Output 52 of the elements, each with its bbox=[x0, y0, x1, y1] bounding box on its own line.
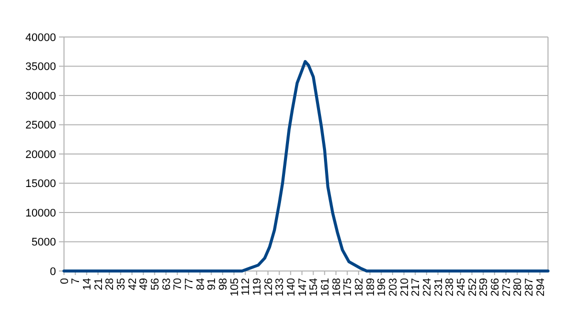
x-tick-label: 280 bbox=[512, 278, 524, 296]
x-tick-label: 231 bbox=[432, 278, 445, 296]
x-tick-label: 42 bbox=[126, 278, 139, 290]
x-tick-label: 91 bbox=[206, 278, 218, 290]
x-tick-label: 7 bbox=[70, 278, 82, 284]
x-tick-label: 14 bbox=[82, 278, 94, 290]
x-tick-label: 168 bbox=[330, 278, 343, 296]
y-tick-label: 20000 bbox=[25, 148, 56, 161]
x-tick-label: 21 bbox=[92, 278, 105, 290]
x-tick-label: 56 bbox=[150, 278, 162, 290]
x-tick-label: 77 bbox=[183, 278, 196, 290]
y-tick-label: 30000 bbox=[25, 90, 56, 102]
x-tick-label: 203 bbox=[387, 278, 400, 296]
y-tick-label: 10000 bbox=[25, 207, 56, 220]
x-tick-label: 70 bbox=[172, 278, 184, 290]
x-tick-label: 28 bbox=[104, 278, 116, 290]
x-tick-label: 63 bbox=[160, 278, 173, 290]
x-tick-label: 140 bbox=[285, 278, 298, 296]
x-tick-label: 49 bbox=[138, 278, 150, 290]
x-tick-label: 119 bbox=[251, 278, 264, 296]
x-tick-label: 0 bbox=[58, 278, 71, 284]
x-tick-label: 217 bbox=[410, 278, 422, 296]
y-tick-label: 5000 bbox=[32, 236, 56, 249]
x-tick-label: 133 bbox=[274, 278, 286, 296]
x-tick-label: 266 bbox=[489, 278, 502, 296]
y-tick-label: 25000 bbox=[25, 120, 56, 132]
x-tick-label: 105 bbox=[228, 278, 241, 296]
x-tick-label: 161 bbox=[319, 278, 332, 296]
y-tick-label: 15000 bbox=[25, 178, 56, 190]
x-tick-label: 126 bbox=[262, 278, 275, 296]
x-tick-label: 154 bbox=[308, 278, 320, 296]
x-tick-label: 287 bbox=[523, 278, 536, 296]
x-tick-label: 35 bbox=[116, 278, 128, 290]
x-tick-label: 98 bbox=[217, 278, 230, 290]
x-tick-label: 189 bbox=[364, 278, 377, 296]
x-tick-label: 294 bbox=[534, 278, 547, 296]
y-tick-label: 40000 bbox=[25, 32, 56, 44]
x-tick-label: 112 bbox=[240, 278, 252, 296]
x-tick-label: 196 bbox=[376, 278, 388, 296]
x-tick-label: 245 bbox=[455, 278, 468, 296]
line-series bbox=[62, 60, 550, 272]
x-tick-label: 84 bbox=[194, 278, 207, 290]
x-tick-label: 273 bbox=[500, 278, 513, 296]
x-tick-label: 210 bbox=[398, 278, 411, 296]
x-tick-label: 224 bbox=[421, 278, 434, 296]
y-tick-label: 35000 bbox=[25, 61, 56, 74]
x-tick-label: 147 bbox=[296, 278, 309, 296]
x-tick-label: 259 bbox=[478, 278, 490, 296]
x-tick-label: 238 bbox=[444, 278, 456, 296]
x-tick-label: 252 bbox=[466, 278, 479, 296]
x-tick-label: 182 bbox=[353, 278, 366, 296]
x-tick-label: 175 bbox=[342, 278, 354, 296]
